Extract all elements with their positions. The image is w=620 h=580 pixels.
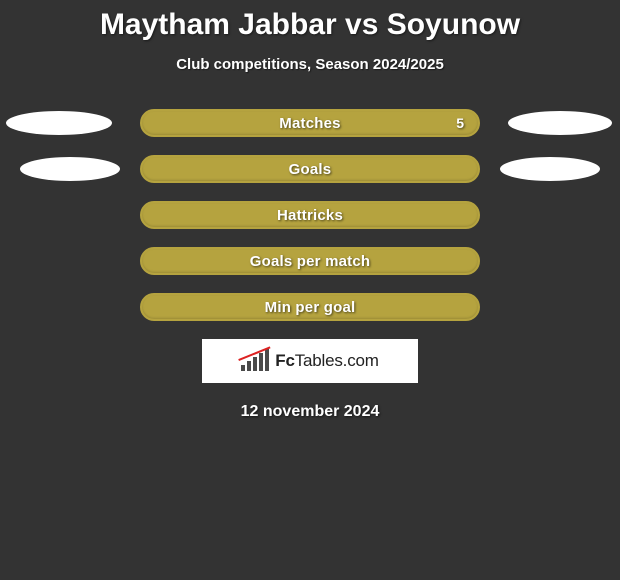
stat-value-right: 5 [456, 115, 464, 131]
stat-row: Matches 5 [0, 109, 620, 137]
page-subtitle: Club competitions, Season 2024/2025 [0, 56, 620, 73]
stat-label: Matches [279, 115, 340, 132]
logo-bar-icon [259, 353, 263, 371]
left-ellipse [6, 111, 112, 135]
stats-rows: Matches 5 Goals Hattricks Goals per match Min… [0, 109, 620, 321]
logo-suffix: Tables.com [295, 351, 379, 370]
stat-pill: Hattricks [140, 201, 480, 229]
logo-bar-icon [241, 365, 245, 371]
stat-pill: Goals [140, 155, 480, 183]
fctables-logo: FcTables.com [202, 339, 418, 383]
right-ellipse [500, 157, 600, 181]
stat-label: Goals [289, 161, 332, 178]
stat-row: Hattricks [0, 201, 620, 229]
stat-row: Min per goal [0, 293, 620, 321]
logo-bar-icon [265, 349, 269, 371]
logo-bar-icon [253, 357, 257, 371]
logo-prefix: Fc [275, 351, 294, 370]
date-label: 12 november 2024 [0, 403, 620, 421]
stat-label: Goals per match [250, 253, 371, 270]
stat-row: Goals per match [0, 247, 620, 275]
stat-pill: Matches 5 [140, 109, 480, 137]
logo-bars-icon [241, 351, 269, 371]
left-ellipse [20, 157, 120, 181]
logo-bar-icon [247, 361, 251, 371]
page-title: Maytham Jabbar vs Soyunow [0, 0, 620, 42]
stat-pill: Min per goal [140, 293, 480, 321]
stat-pill: Goals per match [140, 247, 480, 275]
right-ellipse [508, 111, 612, 135]
stat-row: Goals [0, 155, 620, 183]
logo-text: FcTables.com [275, 351, 378, 371]
stat-label: Hattricks [277, 207, 343, 224]
stat-label: Min per goal [265, 299, 356, 316]
